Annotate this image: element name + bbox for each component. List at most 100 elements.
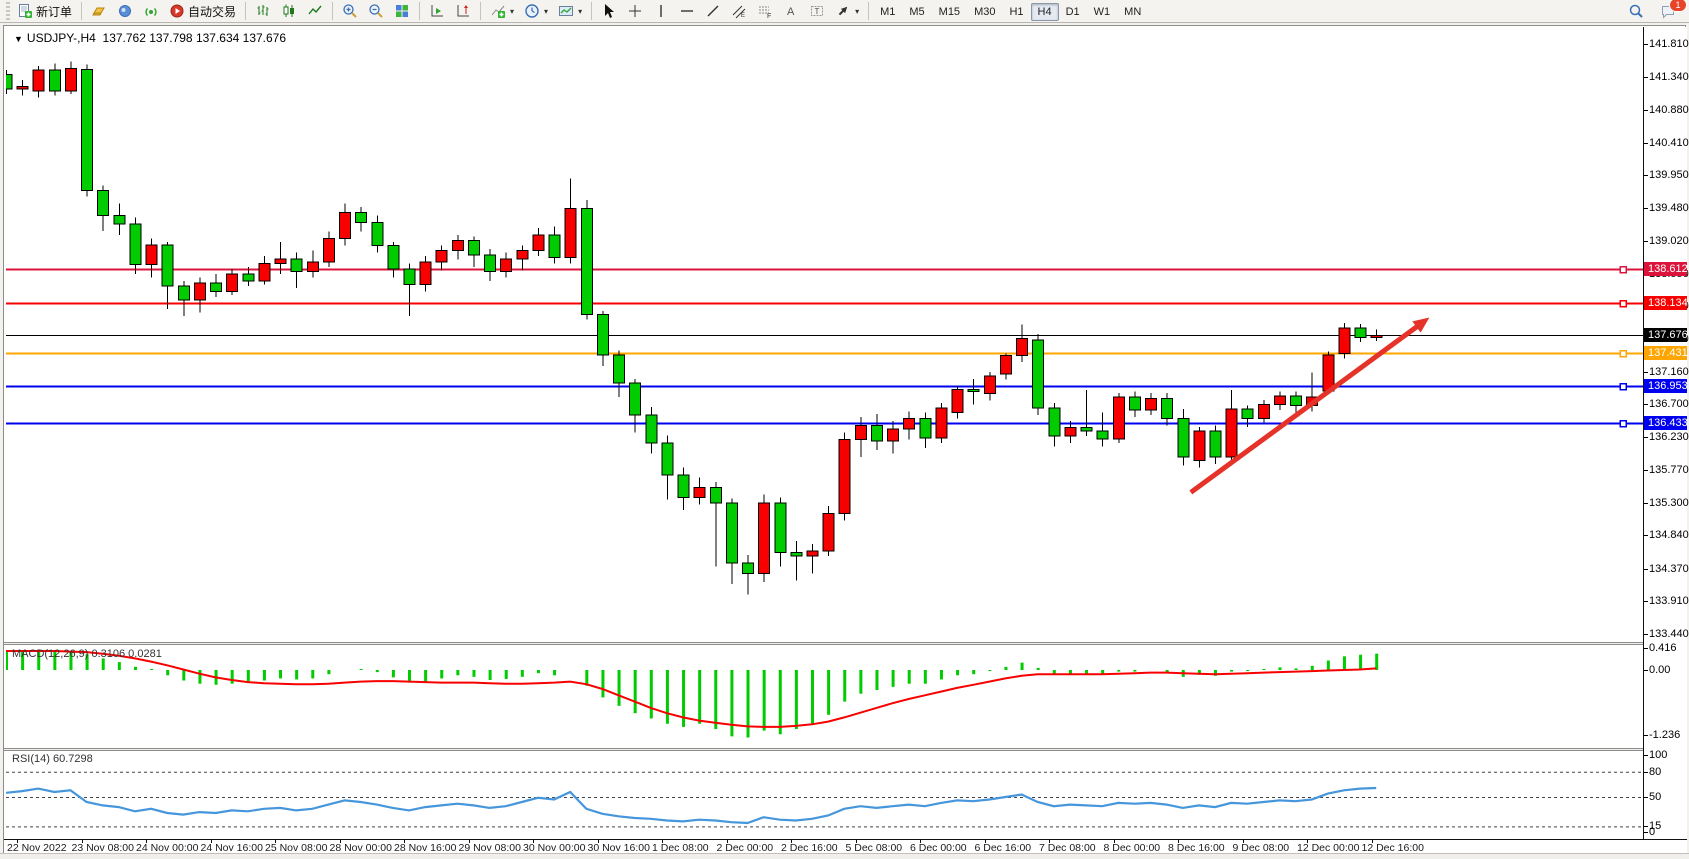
timeframe-button-mn[interactable]: MN: [1124, 6, 1142, 18]
zoom-in-button[interactable]: [337, 2, 363, 20]
macd-signal-line: [6, 650, 1377, 728]
crosshair-tool-button[interactable]: [622, 2, 648, 20]
vertical-line-tool-button[interactable]: [648, 2, 674, 20]
cursor-icon: [605, 4, 615, 18]
periods-button[interactable]: ▾: [519, 2, 553, 20]
rsi-axis-label: 100: [1649, 749, 1668, 761]
chart-shift-button[interactable]: [450, 2, 476, 20]
toolbar: 新订单 自动交易: [0, 0, 1689, 23]
macd-axis-label: -1.236: [1649, 729, 1681, 741]
toolbar-grip[interactable]: [6, 2, 10, 20]
time-tick-mark: [468, 840, 470, 843]
hline-handle-136.953[interactable]: [1619, 382, 1627, 391]
time-tick-label: 2 Dec 16:00: [781, 842, 838, 854]
channel-tool-button[interactable]: E: [726, 2, 752, 20]
time-tick-label: 28 Nov 16:00: [394, 842, 457, 854]
price-axis[interactable]: 141.810 141.340 140.880 140.410 139.950 139.4…: [1643, 27, 1689, 853]
timeframe-button-h4[interactable]: H4: [1030, 3, 1059, 21]
horizontal-line-icon: [681, 10, 694, 12]
rsi-label: RSI(14) 60.7298: [12, 753, 93, 765]
pane-splitter[interactable]: [4, 748, 1687, 751]
toolbar-separator: [868, 2, 870, 20]
macd-pane[interactable]: MACD(12,26,9) 0.3106 0.0281: [6, 646, 1643, 748]
templates-button[interactable]: ▾: [553, 2, 587, 20]
rsi-axis-label: 80: [1649, 766, 1662, 778]
candlestick-chart-icon: [283, 4, 295, 17]
hline-handle-138.134[interactable]: [1619, 299, 1627, 308]
timeframe-button-m1[interactable]: M1: [880, 6, 896, 18]
search-button[interactable]: [1623, 2, 1649, 20]
time-tick-label: 24 Nov 16:00: [200, 842, 263, 854]
arrows-tool-button[interactable]: ▾: [830, 2, 864, 20]
gold-chart-button[interactable]: [86, 2, 112, 20]
time-tick-mark: [533, 840, 534, 843]
line-chart-icon: [308, 5, 322, 15]
candlestick-canvas[interactable]: [6, 27, 1643, 642]
time-tick-mark: [1242, 840, 1244, 843]
time-tick-label: 2 Dec 00:00: [716, 842, 774, 854]
crosshair-icon: [629, 5, 642, 17]
toolbar-separator: [245, 2, 247, 20]
arrow-objects-icon: [838, 6, 848, 16]
new-order-button[interactable]: 新订单: [12, 2, 77, 20]
rsi-pane[interactable]: RSI(14) 60.7298: [6, 751, 1643, 839]
bar-chart-button[interactable]: [250, 2, 276, 20]
hline-handle-138.612[interactable]: [1619, 265, 1627, 274]
time-axis[interactable]: 22 Nov 2022 23 Nov 08:00 24 Nov 00:00 24 No…: [4, 839, 1687, 855]
pane-splitter[interactable]: [4, 642, 1687, 645]
time-tick-mark: [1307, 840, 1308, 843]
timeframe-button-d1[interactable]: D1: [1065, 6, 1080, 18]
cursor-tool-button[interactable]: [596, 2, 622, 20]
timeframe-button-m30[interactable]: M30: [974, 6, 996, 18]
auto-scroll-icon: [431, 5, 444, 17]
line-chart-button[interactable]: [302, 2, 328, 20]
toolbar-right-group: 1: [1623, 0, 1687, 20]
price-tick-mark: [1644, 470, 1648, 471]
toolbar-separator: [480, 2, 482, 20]
price-tick-mark: [1644, 535, 1648, 536]
notifications-button[interactable]: 1: [1655, 0, 1687, 20]
hline-handle-137.431[interactable]: [1619, 349, 1627, 358]
text-tool-button[interactable]: A: [778, 2, 804, 20]
svg-text:A: A: [787, 6, 795, 18]
zoom-in-icon: [343, 4, 357, 18]
macd-axis-label: 0.416: [1649, 642, 1677, 654]
timeframe-button-h1[interactable]: H1: [1009, 6, 1024, 18]
price-tick-mark: [1644, 503, 1648, 504]
signals-button[interactable]: [138, 2, 164, 20]
time-tick-mark: [662, 840, 663, 843]
zoom-out-button[interactable]: [363, 2, 389, 20]
price-tick-label: 141.340: [1649, 71, 1689, 83]
vertical-line-icon: [660, 5, 662, 17]
time-tick-label: 12 Dec 00:00: [1297, 842, 1360, 854]
candlestick-chart-button[interactable]: [276, 2, 302, 20]
tile-windows-button[interactable]: [389, 2, 415, 20]
timeframe-button-m15[interactable]: M15: [938, 6, 961, 18]
trend-arrow-annotation[interactable]: [1189, 317, 1430, 495]
hline-handle-136.433[interactable]: [1619, 419, 1627, 428]
rsi-axis-tick-mark: [1644, 832, 1648, 833]
rsi-axis-tick-mark: [1644, 755, 1648, 756]
horizontal-line-tool-button[interactable]: [674, 2, 700, 20]
timeframe-button-w1[interactable]: W1: [1093, 6, 1111, 18]
zoom-out-icon: [369, 4, 383, 18]
symbol-period-label: USDJPY-,H4: [26, 31, 96, 45]
text-label-tool-button[interactable]: T: [804, 2, 830, 20]
price-tick-mark: [1644, 372, 1648, 373]
auto-scroll-button[interactable]: [424, 2, 450, 20]
trendline-tool-button[interactable]: [700, 2, 726, 20]
price-chart-pane[interactable]: ▼ USDJPY-,H4 137.762 137.798 137.634 137.…: [6, 27, 1643, 642]
community-button[interactable]: [112, 2, 138, 20]
autotrading-label: 自动交易: [188, 4, 237, 19]
timeframe-toolbar: M1 M5 M15 M30 H1 H4 D1 W1 MN: [873, 2, 1148, 21]
autotrading-icon: [170, 4, 184, 18]
indicators-button[interactable]: ▾: [485, 2, 519, 20]
time-tick-label: 23 Nov 08:00: [71, 842, 134, 854]
rsi-canvas: [6, 771, 1643, 828]
time-tick-mark: [855, 840, 857, 843]
timeframe-button-m5[interactable]: M5: [909, 6, 925, 18]
dropdown-caret-icon: ▾: [544, 6, 549, 16]
autotrading-button[interactable]: 自动交易: [164, 2, 241, 20]
time-tick-label: 7 Dec 08:00: [1039, 842, 1096, 854]
fibonacci-tool-button[interactable]: F: [752, 2, 778, 20]
